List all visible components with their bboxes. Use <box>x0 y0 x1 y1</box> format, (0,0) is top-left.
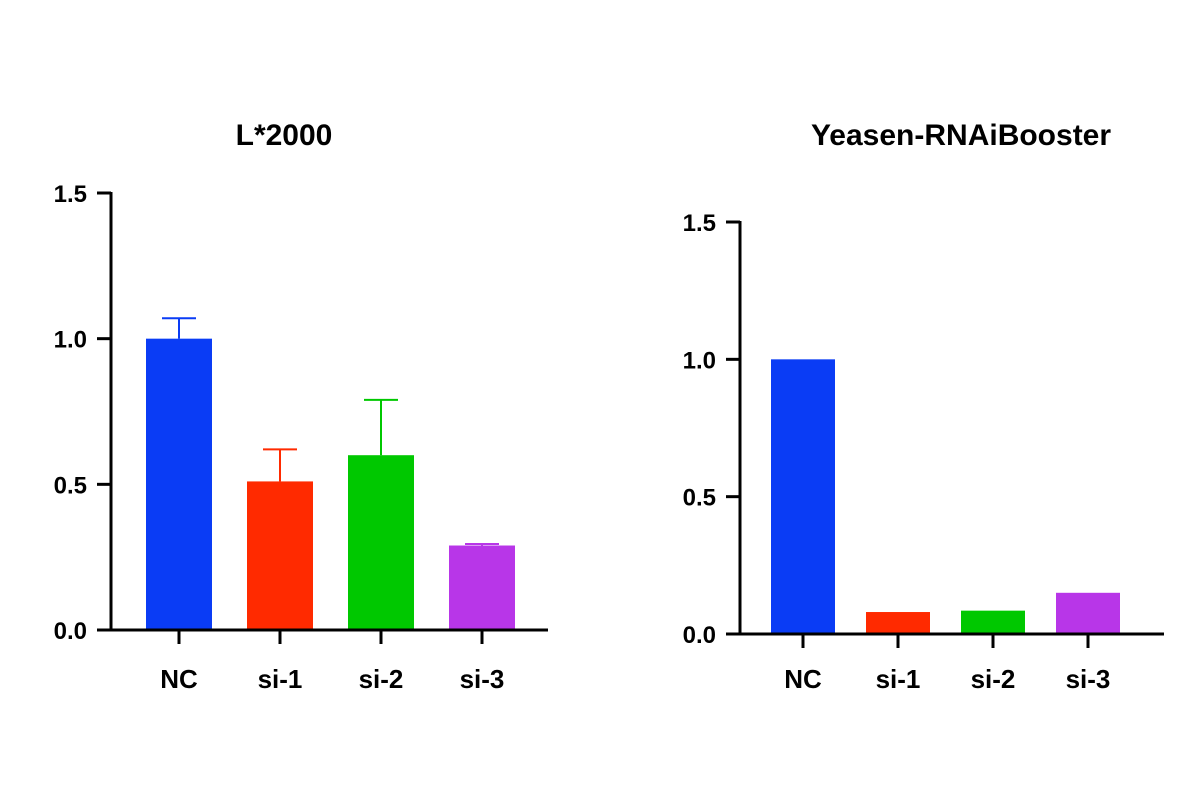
chart-yeasen-rnaibooster: Yeasen-RNAiBooster 0.0 0.5 1.0 1.5 NC si-1 si… <box>683 119 1164 694</box>
x-tick-label: NC <box>160 664 198 694</box>
chart-l2000: L*2000 0.0 0.5 1.0 1.5 NC si-1 si-2 si-3 <box>54 119 548 694</box>
bar-group <box>146 338 515 630</box>
x-label-group: NC si-1 si-2 si-3 <box>160 664 504 694</box>
y-tick-group: 0.0 0.5 1.0 1.5 <box>683 210 740 649</box>
bar-si-2 <box>348 455 414 630</box>
bar-si-2 <box>961 610 1025 634</box>
x-tick-label: si-2 <box>971 664 1016 694</box>
bar-si-1 <box>866 612 930 634</box>
axes <box>738 221 1164 648</box>
bar-si-1 <box>247 481 313 630</box>
bar-si-3 <box>1056 592 1120 634</box>
y-tick-label: 0.5 <box>54 472 87 499</box>
x-tick-label: NC <box>784 664 822 694</box>
x-tick-label: si-1 <box>876 664 921 694</box>
x-tick-label: si-1 <box>258 664 303 694</box>
bar-si-3 <box>449 545 515 630</box>
y-tick-group: 0.0 0.5 1.0 1.5 <box>54 181 111 645</box>
x-tick-label: si-3 <box>460 664 505 694</box>
y-tick-label: 1.0 <box>54 327 87 354</box>
bar-group <box>771 359 1120 634</box>
chart-title: Yeasen-RNAiBooster <box>811 119 1111 152</box>
y-tick-label: 1.0 <box>683 347 716 374</box>
y-tick-label: 1.5 <box>54 181 87 208</box>
x-tick-label: si-3 <box>1066 664 1111 694</box>
x-tick-label: si-2 <box>359 664 404 694</box>
error-bar-group <box>162 317 499 546</box>
y-tick-label: 1.5 <box>683 210 716 237</box>
y-tick-label: 0.5 <box>683 485 716 512</box>
bar-nc <box>146 338 212 630</box>
bar-nc <box>771 359 835 634</box>
x-label-group: NC si-1 si-2 si-3 <box>784 664 1110 694</box>
chart-title: L*2000 <box>236 119 333 152</box>
y-tick-label: 0.0 <box>683 622 716 649</box>
y-tick-label: 0.0 <box>54 618 87 645</box>
axes <box>109 192 548 644</box>
